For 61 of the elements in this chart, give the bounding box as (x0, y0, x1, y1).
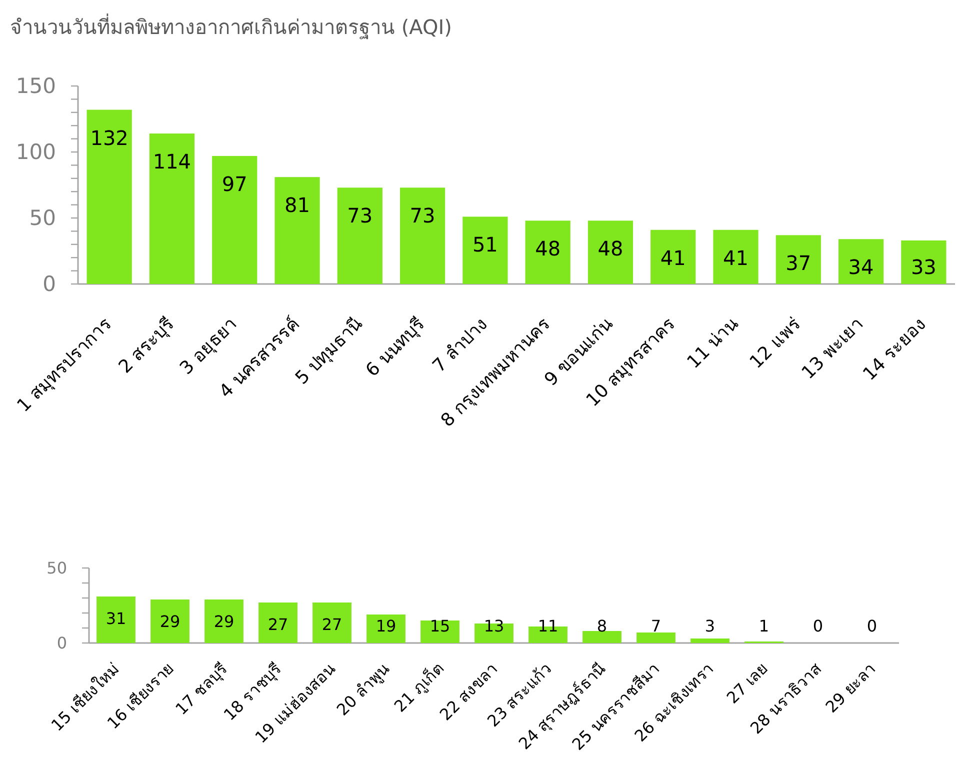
bar (96, 596, 136, 643)
bar (901, 240, 946, 284)
data-label: 0 (866, 616, 878, 636)
data-label: 41 (660, 246, 686, 270)
bar (690, 638, 730, 643)
data-label: 29 (214, 612, 234, 631)
bar (150, 600, 190, 643)
data-label: 114 (152, 150, 192, 174)
data-label: 97 (222, 172, 248, 196)
data-label: 132 (90, 126, 128, 150)
bar (86, 110, 132, 284)
bar (149, 134, 195, 284)
data-label: 1 (758, 616, 770, 636)
bar (420, 620, 460, 643)
data-label: 73 (410, 204, 436, 228)
y-tick-label: 50 (46, 558, 67, 578)
bar (525, 220, 570, 284)
data-label: 51 (472, 232, 498, 257)
x-tick-label: 27 เลย (722, 658, 772, 708)
data-label: 48 (598, 236, 624, 261)
bar (776, 235, 821, 284)
bar (274, 177, 320, 284)
y-tick-label: 0 (42, 272, 56, 296)
bar (400, 188, 446, 284)
bar (366, 614, 406, 643)
data-label: 27 (268, 615, 288, 634)
data-label: 7 (650, 616, 662, 636)
data-label: 8 (596, 616, 608, 636)
bar (258, 602, 298, 643)
bar (204, 600, 244, 643)
bar (582, 631, 622, 643)
y-tick-label: 50 (29, 206, 56, 230)
data-label: 48 (535, 236, 561, 261)
y-tick-label: 150 (16, 74, 56, 98)
data-label: 73 (347, 204, 373, 228)
data-label: 0 (812, 616, 824, 636)
bar (650, 230, 696, 284)
data-label: 3 (704, 616, 716, 636)
data-label: 81 (284, 193, 310, 218)
data-label: 29 (160, 612, 180, 631)
y-tick-label: 0 (56, 634, 67, 652)
bar (212, 156, 258, 284)
x-tick-label: 11 น่าน (683, 314, 742, 373)
bar (713, 230, 758, 284)
data-label: 33 (910, 255, 936, 279)
bar (838, 239, 884, 284)
data-label: 41 (723, 246, 748, 270)
data-label: 37 (786, 251, 812, 276)
bar (462, 216, 508, 284)
chart-title: จำนวนวันที่มลพิษทางอากาศเกินค่ามาตรฐาน (AQI) (10, 13, 452, 39)
bar (312, 602, 352, 643)
data-label: 27 (322, 615, 342, 634)
y-tick-label: 100 (16, 140, 56, 164)
data-label: 31 (106, 609, 126, 628)
data-label: 15 (430, 616, 450, 636)
data-label: 11 (538, 616, 558, 636)
data-label: 34 (848, 255, 874, 279)
bar (588, 220, 634, 284)
bar (636, 632, 676, 643)
bar (337, 188, 382, 284)
data-label: 19 (376, 616, 396, 636)
